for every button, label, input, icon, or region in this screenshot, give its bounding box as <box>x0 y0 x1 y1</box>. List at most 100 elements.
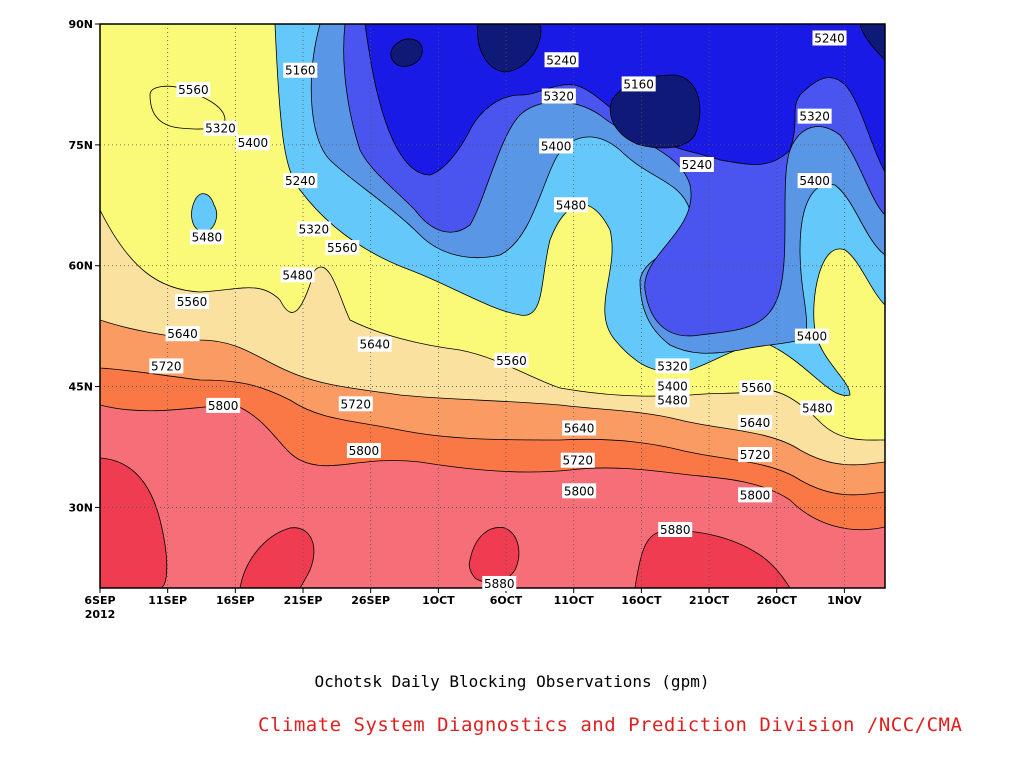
contour-label-bg <box>175 293 210 309</box>
contour-label-text: 5560 <box>327 241 358 255</box>
contour-label-text: 5320 <box>205 122 236 136</box>
contour-label-bg <box>176 82 211 98</box>
contour-label-text: 5640 <box>167 327 198 341</box>
contour-label-bg <box>544 52 579 68</box>
contour-label-bg <box>189 229 224 245</box>
contour-label-bg <box>658 521 693 537</box>
contour-label: 5320 <box>541 88 576 104</box>
contour-label-text: 5480 <box>556 198 587 212</box>
y-tick-label: 75N <box>68 139 93 152</box>
contour-label-bg <box>283 173 318 189</box>
contour-label-text: 5560 <box>177 295 208 309</box>
contour-label-text: 5400 <box>238 136 269 150</box>
contour-label-bg <box>325 239 360 255</box>
chart-title: Ochotsk Daily Blocking Observations (gpm… <box>314 672 710 691</box>
contour-label-text: 5880 <box>660 523 691 537</box>
contour-label-bg <box>621 76 656 92</box>
contour-label-bg <box>283 62 318 78</box>
contour-label: 5800 <box>206 397 241 413</box>
contour-label-text: 5560 <box>496 354 527 368</box>
contour-label: 5880 <box>482 575 517 591</box>
contour-label-text: 5400 <box>657 380 688 394</box>
contour-label-text: 5480 <box>192 231 223 245</box>
contour-label-text: 5560 <box>741 381 772 395</box>
contour-label-text: 5240 <box>546 53 577 67</box>
contour-label-text: 5480 <box>657 393 688 407</box>
contour-label-bg <box>655 392 690 408</box>
x-year-label: 2012 <box>85 608 116 621</box>
contour-label-bg <box>235 135 270 151</box>
contour-label-bg <box>562 420 597 436</box>
y-tick-label: 90N <box>68 18 93 31</box>
contour-label: 5400 <box>235 135 270 151</box>
contour-label-bg <box>357 336 392 352</box>
contour-label: 5560 <box>739 380 774 396</box>
contour-label: 5320 <box>655 358 690 374</box>
x-tick-label: 21SEP <box>284 594 323 607</box>
contour-label-bg <box>738 487 773 503</box>
contour-label-bg <box>149 358 184 374</box>
contour-label: 5320 <box>296 221 331 237</box>
contour-label-bg <box>541 88 576 104</box>
contour-label: 5400 <box>539 138 574 154</box>
contour-label-bg <box>280 267 315 283</box>
contour-label-text: 5800 <box>740 488 771 502</box>
contour-fills <box>100 24 885 588</box>
contour-band-5400-5480 <box>191 193 217 233</box>
contour-label-bg <box>296 221 331 237</box>
x-tick-label: 11SEP <box>148 594 187 607</box>
contour-label: 5720 <box>338 396 373 412</box>
contour-label-text: 5320 <box>544 90 575 104</box>
y-axis: 30N 45N 60N 75N 90N <box>68 18 100 514</box>
contour-label-bg <box>482 575 517 591</box>
contour-label-bg <box>739 380 774 396</box>
contour-label-text: 5560 <box>178 83 209 97</box>
contour-label: 5560 <box>494 352 529 368</box>
contour-label-bg <box>797 108 832 124</box>
contour-label-bg <box>206 397 241 413</box>
contour-label: 5320 <box>797 108 832 124</box>
contour-label-text: 5480 <box>282 268 313 282</box>
contour-label: 5640 <box>738 414 773 430</box>
contour-label-bg <box>800 400 835 416</box>
contour-label: 5480 <box>800 400 835 416</box>
contour-band-above-5880 <box>239 527 315 588</box>
contour-label: 5800 <box>346 443 381 459</box>
contour-label: 5480 <box>655 392 690 408</box>
contour-label-text: 5240 <box>682 158 713 172</box>
contour-label-text: 5320 <box>299 222 330 236</box>
contour-label-bg <box>812 30 847 46</box>
contour-label-bg <box>554 197 588 213</box>
y-tick-label: 45N <box>68 381 93 394</box>
x-tick-label: 11OCT <box>554 594 595 607</box>
contour-label: 5240 <box>812 30 847 46</box>
x-tick-label: 21OCT <box>689 594 730 607</box>
contour-label: 5640 <box>357 336 392 352</box>
contour-label-text: 5160 <box>285 64 316 78</box>
credit-text: Climate System Diagnostics and Predictio… <box>258 714 963 736</box>
contour-label-text: 5800 <box>208 399 239 413</box>
contour-label-bg <box>679 157 714 172</box>
contour-label-text: 5800 <box>349 444 380 458</box>
contour-label-text: 5400 <box>799 174 830 188</box>
contour-band-above-5880 <box>634 530 791 588</box>
contour-label-text: 5640 <box>564 421 595 435</box>
contour-band-5480-5560 <box>149 85 226 130</box>
contour-label-bg <box>539 138 574 154</box>
x-tick-label: 26OCT <box>757 594 798 607</box>
contour-label-bg <box>794 328 829 344</box>
contour-label-bg <box>655 358 690 374</box>
x-tick-label: 6SEP <box>84 594 115 607</box>
contour-label-bg <box>494 352 529 368</box>
contour-label: 5160 <box>621 76 656 92</box>
contour-label: 5800 <box>738 487 773 503</box>
contour-label-text: 5400 <box>541 139 572 153</box>
contour-label: 5400 <box>794 328 829 344</box>
y-tick-label: 30N <box>68 501 93 514</box>
contour-label: 5640 <box>562 420 597 436</box>
contour-label: 5800 <box>562 483 597 499</box>
x-tick-label: 1OCT <box>422 594 455 607</box>
contour-label-text: 5480 <box>802 401 833 415</box>
contour-label: 5480 <box>189 229 224 245</box>
